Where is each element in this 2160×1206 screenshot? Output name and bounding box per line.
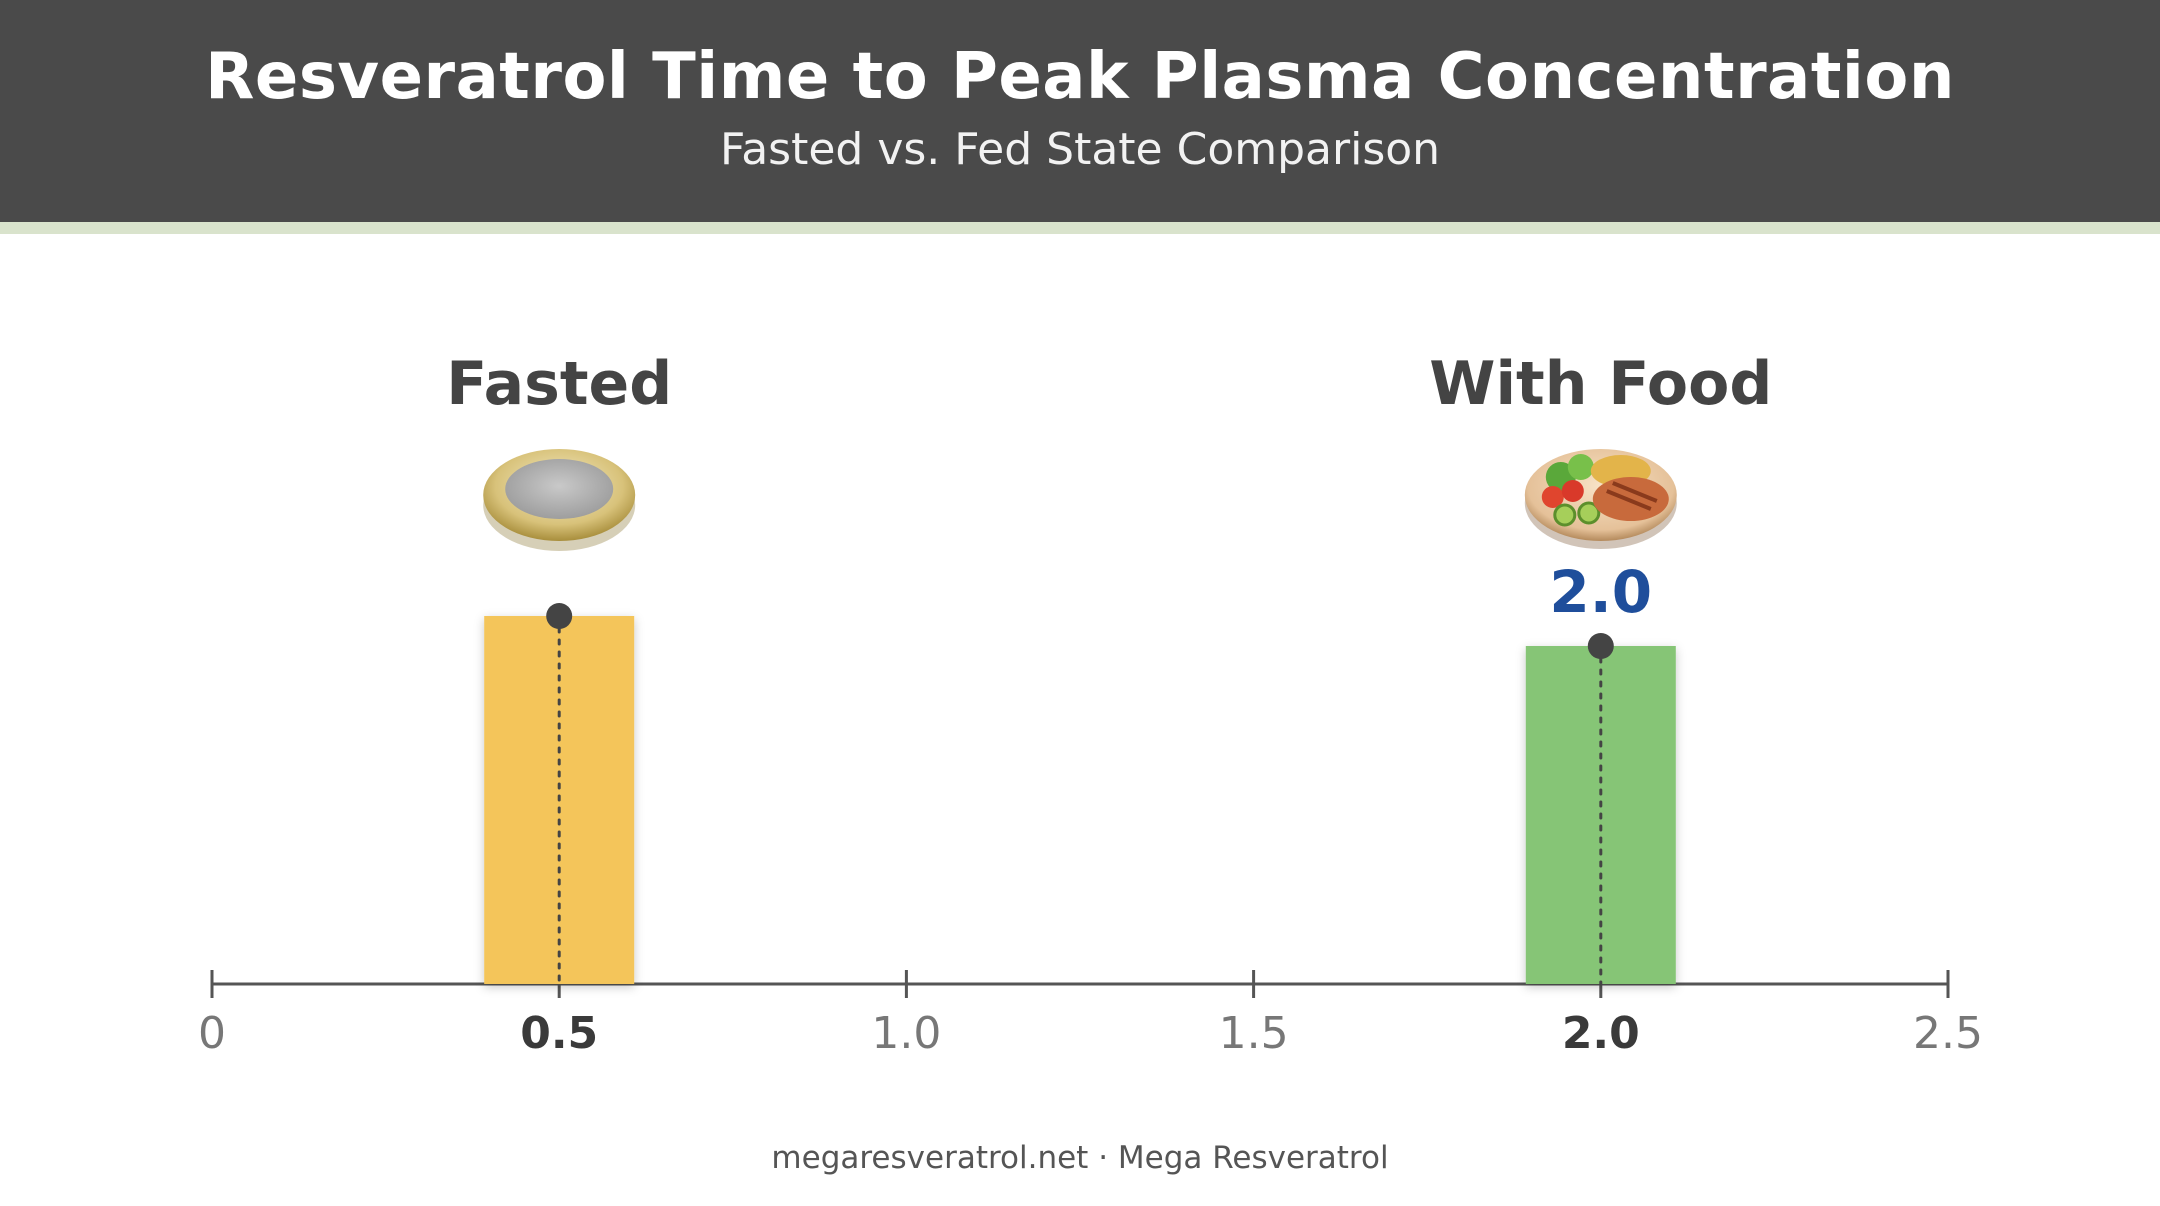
- footer-credit: megaresveratrol.net · Mega Resveratrol: [771, 1140, 1389, 1176]
- category-label: With Food: [1429, 349, 1772, 419]
- empty-plate-icon: [483, 449, 636, 551]
- food-cucumber: [1553, 503, 1577, 527]
- food-steak-grill-marks: [1606, 481, 1658, 511]
- chart-subtitle: Fasted vs. Fed State Comparison: [719, 124, 1441, 175]
- bar-group-fasted: Fasted: [446, 349, 672, 986]
- food-lettuce: [1567, 454, 1594, 480]
- x-tick-label: 0.5: [520, 1008, 598, 1059]
- header-bar: [0, 0, 2160, 222]
- bar-top-marker: [1587, 633, 1614, 659]
- header-divider: [0, 222, 2160, 234]
- x-tick-label: 2.5: [1913, 1008, 1983, 1059]
- chart-title: Resveratrol Time to Peak Plasma Concentr…: [205, 40, 1955, 114]
- plate-center: [505, 459, 614, 519]
- bar-group-with-food: With Food 2.0: [1429, 349, 1772, 986]
- food-plate-icon: [1524, 449, 1677, 549]
- data-label: 2.0: [1549, 558, 1652, 626]
- bar-top-marker: [546, 603, 573, 629]
- x-tick-label: 1.0: [871, 1008, 941, 1059]
- category-label: Fasted: [446, 349, 672, 419]
- food-tomato: [1561, 480, 1584, 502]
- x-tick-label: 0: [198, 1008, 226, 1059]
- food-tomato: [1541, 486, 1564, 508]
- food-cucumber: [1577, 501, 1601, 525]
- x-tick-label: 2.0: [1562, 1008, 1640, 1059]
- x-tick-label: 1.5: [1219, 1008, 1289, 1059]
